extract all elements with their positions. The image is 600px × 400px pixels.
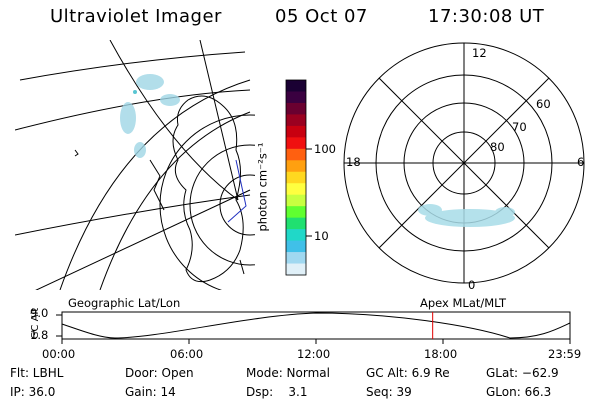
instrument-title: Ultraviolet Imager (50, 6, 222, 27)
colorbar-segment (286, 171, 306, 184)
time-axis-ticks (61, 339, 571, 344)
time-tick-1: 06:00 (170, 347, 204, 361)
timeline-right-caption: Apex MLat/MLT (420, 296, 507, 310)
colorbar-segment (286, 137, 306, 150)
timeline-y-tick-top: 9.0 (30, 306, 49, 320)
status-door: Door: Open (125, 366, 194, 380)
colorbar-segment (286, 102, 306, 115)
status-dsp: Dsp: 3.1 (246, 385, 308, 399)
colorbar-segment (286, 114, 306, 127)
time-tick-4: 23:59 (548, 347, 582, 361)
colorbar-segment (286, 206, 306, 219)
colorbar-tick-100: 100 (314, 142, 336, 156)
altitude-curve (61, 312, 571, 339)
colorbar-segment (286, 148, 306, 161)
colorbar-segment (286, 194, 306, 207)
colorbar-segment (286, 229, 306, 242)
status-seq: Seq: 39 (366, 385, 412, 399)
geographic-map (15, 40, 255, 290)
colorbar-frame (285, 79, 307, 276)
colorbar-segment (286, 125, 306, 138)
time-tick-0: 00:00 (42, 347, 76, 361)
time-tick-3: 18:00 (424, 347, 458, 361)
colorbar (286, 80, 306, 276)
lat-label-60: 60 (536, 97, 551, 111)
polar-aurora-oval (418, 204, 515, 227)
status-mode: Mode: Normal (246, 366, 330, 380)
colorbar-segment (286, 240, 306, 253)
timeline-y-tick-bottom: 1.8 (30, 328, 49, 342)
colorbar-tick-10: 10 (314, 229, 329, 243)
status-ip: IP: 36.0 (10, 385, 56, 399)
lat-label-70: 70 (512, 120, 527, 134)
colorbar-segment (286, 217, 306, 230)
mlt-label-bottom: 0 (468, 278, 476, 292)
status-gain: Gain: 14 (125, 385, 176, 399)
status-filter: Flt: LBHL (10, 366, 64, 380)
colorbar-label: photon cm⁻²s⁻¹ (255, 142, 270, 232)
colorbar-segment (286, 80, 306, 92)
timeline-frame (61, 311, 571, 340)
lat-label-80: 80 (490, 140, 505, 154)
status-gc-alt: GC Alt: 6.9 Re (366, 366, 450, 380)
colorbar-segment (286, 160, 306, 173)
colorbar-segment (286, 91, 306, 104)
status-glat: GLat: −62.9 (486, 366, 559, 380)
colorbar-segment (286, 252, 306, 265)
colorbar-segment (286, 263, 306, 276)
mlt-label-left: 18 (346, 155, 361, 169)
colorbar-segment (286, 183, 306, 196)
map-aurora-emission (120, 74, 180, 158)
status-glon: GLon: 66.3 (486, 385, 552, 399)
observation-time: 17:30:08 UT (428, 6, 545, 27)
mlt-label-right: 6 (577, 155, 585, 169)
observation-date: 05 Oct 07 (275, 6, 368, 27)
time-tick-2: 12:00 (297, 347, 331, 361)
polar-plot (343, 42, 585, 284)
timeline-left-caption: Geographic Lat/Lon (68, 296, 181, 310)
mlt-label-top: 12 (472, 46, 487, 60)
